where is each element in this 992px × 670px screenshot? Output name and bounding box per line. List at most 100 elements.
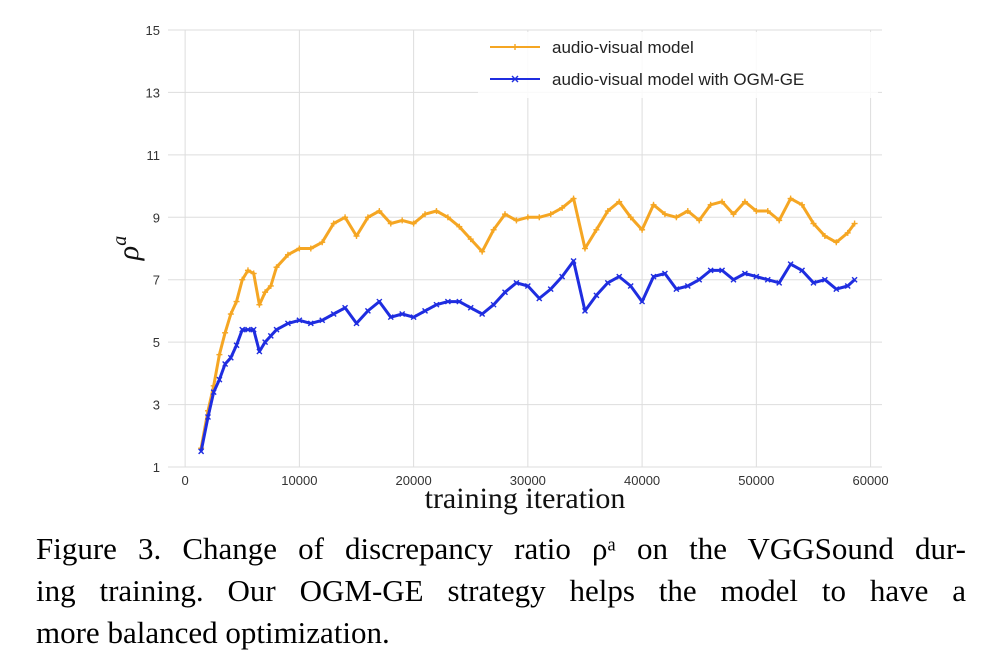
data-point bbox=[844, 282, 851, 289]
data-point bbox=[216, 351, 223, 358]
y-tick-label: 11 bbox=[147, 148, 161, 163]
data-point bbox=[833, 286, 840, 293]
series-2 bbox=[198, 257, 858, 455]
data-point bbox=[284, 251, 291, 258]
legend-marker bbox=[512, 44, 518, 50]
y-tick-label: 9 bbox=[153, 210, 160, 225]
data-point bbox=[490, 226, 497, 233]
figure-caption: Figure 3. Change of discrepancy ratio ρᵃ… bbox=[36, 528, 966, 654]
y-axis-label-base: ρ bbox=[112, 246, 145, 261]
data-point bbox=[616, 273, 623, 280]
data-point bbox=[456, 223, 463, 230]
data-point bbox=[267, 332, 274, 339]
data-point bbox=[444, 298, 451, 305]
data-point bbox=[467, 304, 474, 311]
y-tick-label: 1 bbox=[153, 460, 160, 475]
y-tick-label: 7 bbox=[153, 273, 160, 288]
data-point bbox=[330, 220, 337, 227]
data-point bbox=[307, 320, 314, 327]
data-point bbox=[524, 282, 531, 289]
data-point bbox=[559, 273, 566, 280]
data-point bbox=[444, 214, 451, 221]
data-point bbox=[376, 298, 383, 305]
data-point bbox=[273, 264, 280, 271]
data-point bbox=[593, 292, 600, 299]
data-point bbox=[696, 276, 703, 283]
data-point bbox=[233, 298, 240, 305]
data-point bbox=[433, 208, 440, 215]
data-point bbox=[524, 214, 531, 221]
x-tick-label: 0 bbox=[182, 473, 189, 488]
data-point bbox=[753, 208, 760, 215]
x-tick-label: 20000 bbox=[396, 473, 432, 488]
data-point bbox=[787, 195, 794, 202]
data-point bbox=[764, 276, 771, 283]
data-point bbox=[787, 261, 794, 268]
data-point bbox=[581, 307, 588, 314]
data-point bbox=[684, 208, 691, 215]
data-point bbox=[244, 326, 251, 333]
data-point bbox=[273, 326, 280, 333]
data-point bbox=[502, 211, 509, 218]
data-point bbox=[639, 226, 646, 233]
data-point bbox=[753, 273, 760, 280]
data-point bbox=[741, 198, 748, 205]
y-axis-label-group: ρa bbox=[109, 236, 145, 261]
data-point bbox=[307, 245, 314, 252]
data-point bbox=[719, 198, 726, 205]
data-point bbox=[810, 279, 817, 286]
data-point bbox=[844, 229, 851, 236]
data-point bbox=[387, 220, 394, 227]
data-point bbox=[410, 314, 417, 321]
data-point bbox=[227, 311, 234, 318]
series-layer bbox=[198, 195, 858, 455]
caption-line-1: Figure 3. Change of discrepancy ratio ρᵃ… bbox=[36, 531, 966, 566]
x-tick-labels: 0 10000 20000 30000 40000 50000 60000 bbox=[182, 473, 889, 488]
x-axis-label: training iteration bbox=[425, 482, 626, 515]
data-point bbox=[250, 270, 257, 277]
y-tick-label: 15 bbox=[146, 23, 160, 38]
data-point bbox=[239, 326, 246, 333]
legend-box bbox=[478, 32, 878, 98]
data-point bbox=[319, 239, 326, 246]
data-point bbox=[262, 339, 269, 346]
data-point bbox=[364, 214, 371, 221]
data-point bbox=[547, 211, 554, 218]
x-tick-label: 10000 bbox=[281, 473, 317, 488]
data-point bbox=[627, 282, 634, 289]
data-point bbox=[342, 304, 349, 311]
data-point bbox=[741, 270, 748, 277]
data-point bbox=[799, 201, 806, 208]
plot-area bbox=[168, 30, 882, 467]
data-point bbox=[547, 286, 554, 293]
series-1 bbox=[198, 195, 858, 452]
data-point bbox=[673, 286, 680, 293]
data-point bbox=[319, 317, 326, 324]
data-point bbox=[581, 245, 588, 252]
data-point bbox=[730, 276, 737, 283]
data-point bbox=[222, 360, 229, 367]
data-point bbox=[422, 307, 429, 314]
data-point bbox=[776, 279, 783, 286]
data-point bbox=[198, 448, 205, 455]
data-point bbox=[684, 282, 691, 289]
y-tick-label: 13 bbox=[146, 85, 160, 100]
data-point bbox=[851, 220, 858, 227]
data-point bbox=[604, 279, 611, 286]
data-point bbox=[244, 267, 251, 274]
data-point bbox=[467, 236, 474, 243]
y-tick-label: 3 bbox=[153, 398, 160, 413]
data-point bbox=[536, 214, 543, 221]
data-point bbox=[513, 279, 520, 286]
data-point bbox=[570, 195, 577, 202]
data-point bbox=[833, 239, 840, 246]
data-point bbox=[776, 217, 783, 224]
data-point bbox=[233, 342, 240, 349]
data-point bbox=[387, 314, 394, 321]
data-point bbox=[707, 201, 714, 208]
data-point bbox=[593, 226, 600, 233]
data-point bbox=[456, 298, 463, 305]
y-axis-label-superscript: a bbox=[109, 236, 131, 246]
